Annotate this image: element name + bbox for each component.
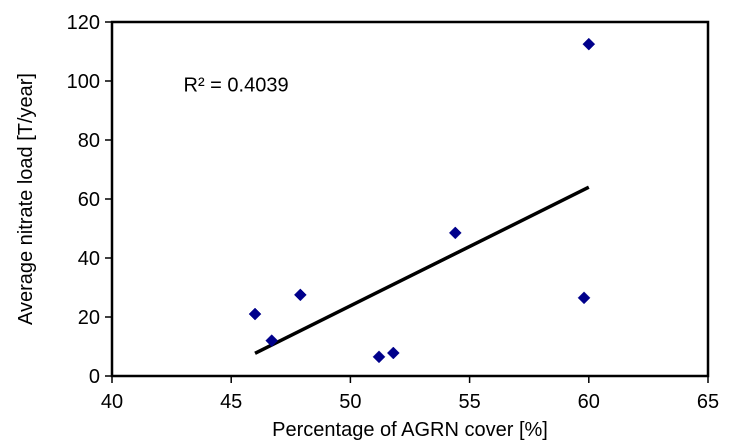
- x-tick-label: 65: [697, 391, 719, 413]
- data-point: [248, 307, 262, 321]
- x-tick-label: 55: [458, 391, 480, 413]
- y-tick-label: 0: [89, 366, 100, 388]
- y-tick-label: 100: [67, 71, 100, 93]
- data-point: [448, 226, 462, 240]
- y-tick-label: 120: [67, 12, 100, 34]
- x-tick-label: 40: [101, 391, 123, 413]
- data-point: [386, 346, 400, 360]
- y-tick-label: 40: [78, 248, 100, 270]
- trendline: [254, 185, 590, 355]
- data-point: [372, 350, 386, 364]
- data-point: [293, 288, 307, 302]
- y-tick-label: 80: [78, 130, 100, 152]
- data-point: [577, 291, 591, 305]
- x-tick-label: 50: [339, 391, 361, 413]
- r-squared-annotation: R² = 0.4039: [184, 74, 289, 96]
- y-axis-ticks: 0 20 40 60 80 100 120: [67, 12, 112, 388]
- y-tick-label: 60: [78, 189, 100, 211]
- x-axis-label: Percentage of AGRN cover [%]: [272, 419, 548, 441]
- plot-area: [110, 20, 710, 378]
- data-point: [582, 37, 596, 51]
- y-axis-label: Average nitrate load [T/year]: [15, 73, 37, 325]
- x-tick-label: 60: [578, 391, 600, 413]
- x-tick-label: 45: [220, 391, 242, 413]
- y-tick-label: 20: [78, 307, 100, 329]
- data-points: [248, 37, 596, 364]
- x-axis-ticks: 40 45 50 55 60 65: [101, 376, 719, 413]
- data-point: [265, 334, 279, 347]
